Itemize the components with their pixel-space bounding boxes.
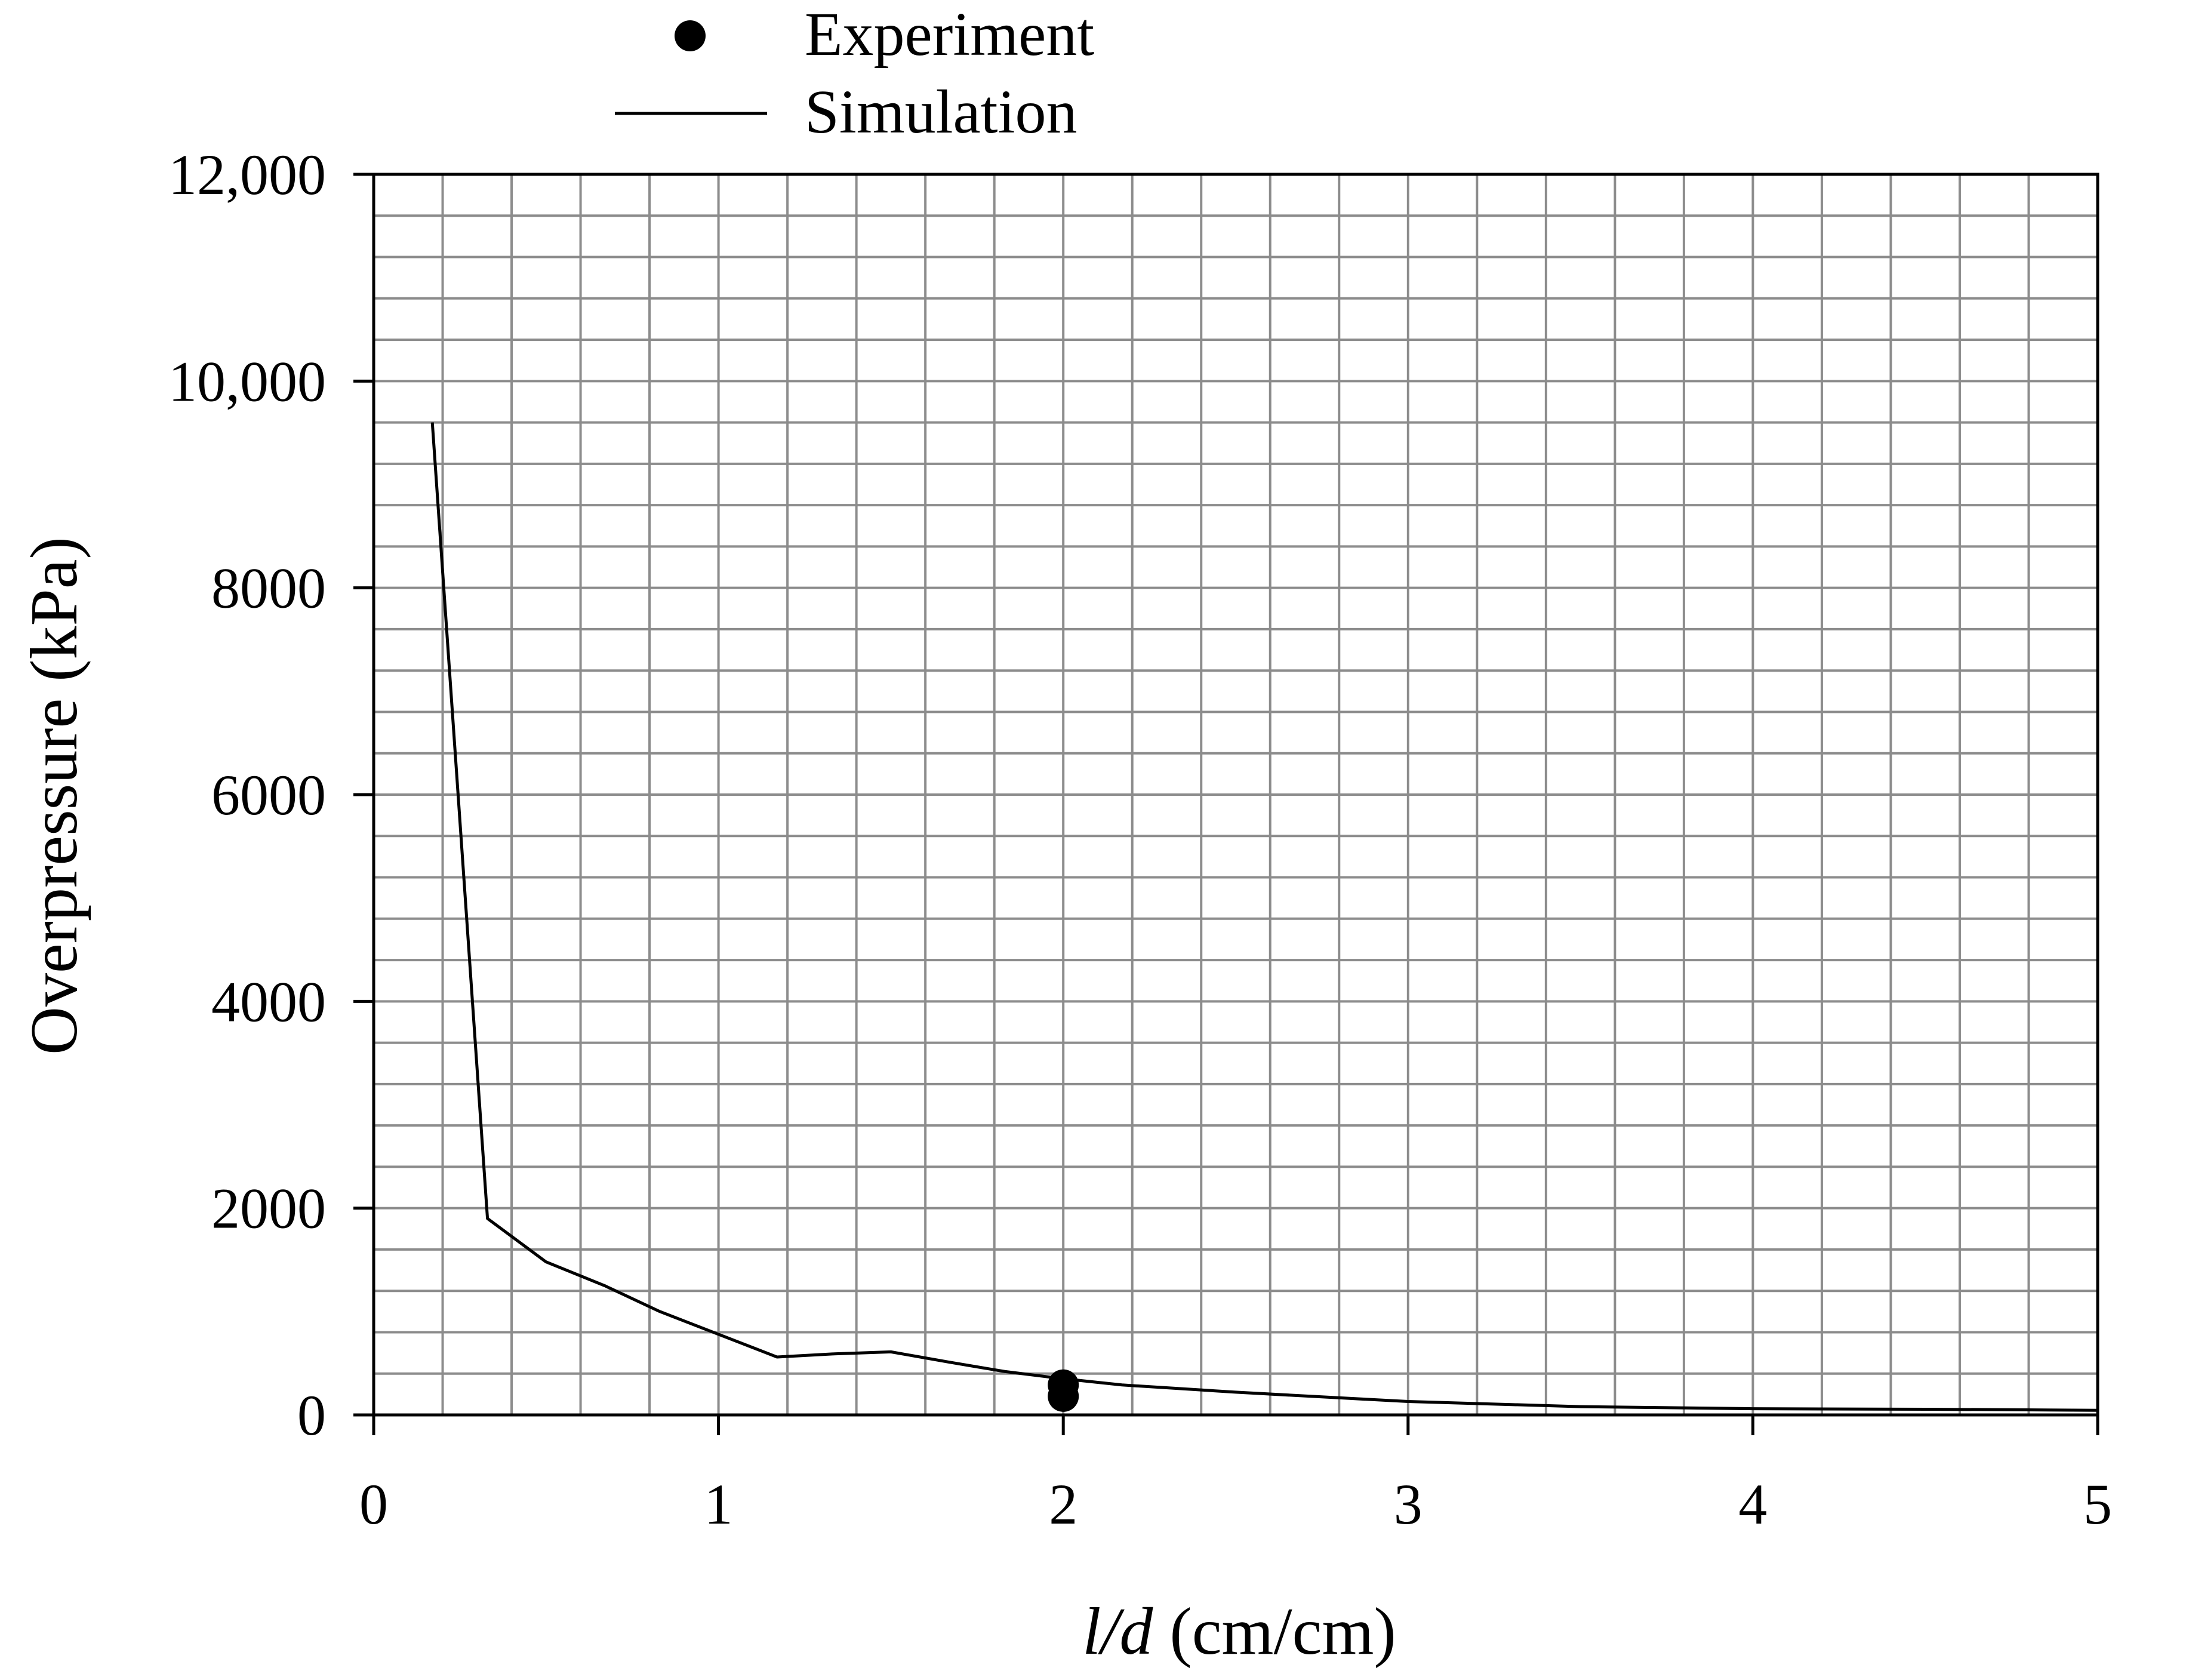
ticks: 0 1 2 3 4 5 0 2000 4000 6000 8000 10,000 12,000 xyxy=(168,143,2112,1536)
x-tick-label: 4 xyxy=(1738,1472,1767,1536)
y-axis-title: Overpressure (kPa) xyxy=(17,537,91,1055)
y-tick-label: 6000 xyxy=(211,763,326,827)
x-axis-title-variable: l/d xyxy=(1082,1595,1153,1669)
x-tick-label: 3 xyxy=(1394,1472,1423,1536)
plot-series xyxy=(430,422,2098,1412)
x-tick-label: 0 xyxy=(359,1472,388,1536)
x-tick-label: 5 xyxy=(2083,1472,2112,1536)
y-tick-label: 8000 xyxy=(211,556,326,620)
legend-marker-experiment xyxy=(675,20,706,51)
legend: Experiment Simulation xyxy=(615,0,1094,146)
grid xyxy=(374,174,2098,1415)
x-tick-label: 2 xyxy=(1049,1472,1077,1536)
y-tick-label: 4000 xyxy=(211,970,326,1033)
x-axis-title-units: (cm/cm) xyxy=(1153,1595,1396,1669)
y-tick-label: 10,000 xyxy=(168,349,326,413)
x-axis-title: l/d (cm/cm) xyxy=(1082,1595,1396,1669)
y-tick-label: 12,000 xyxy=(168,143,326,207)
x-tick-label: 1 xyxy=(704,1472,733,1536)
experiment-point xyxy=(1048,1380,1079,1412)
legend-label-experiment: Experiment xyxy=(805,0,1094,69)
y-tick-label: 0 xyxy=(297,1383,326,1447)
y-tick-label: 2000 xyxy=(211,1177,326,1241)
simulation-line xyxy=(430,422,2098,1412)
legend-label-simulation: Simulation xyxy=(805,78,1077,146)
